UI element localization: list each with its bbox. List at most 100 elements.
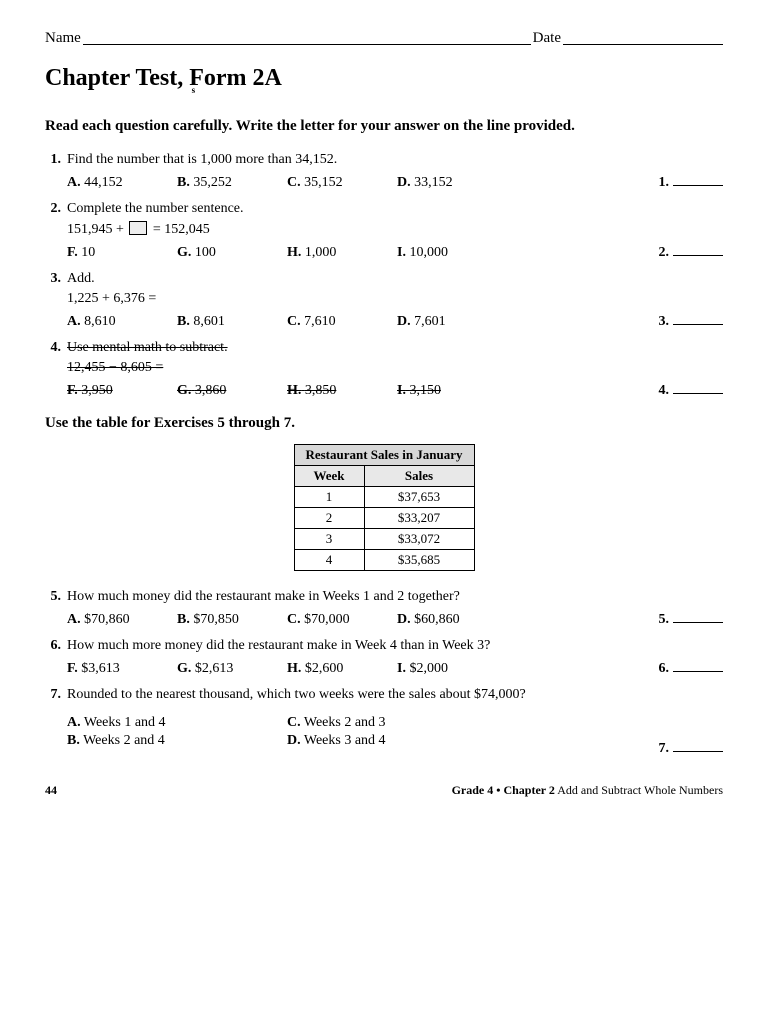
question-1: 1. Find the number that is 1,000 more th…: [45, 152, 723, 168]
q5-options: A. $70,860 B. $70,850 C. $70,000 D. $60,…: [67, 611, 723, 628]
q6-ans-blank[interactable]: [673, 660, 723, 672]
q3-answer-slot: 3.: [659, 313, 724, 330]
q4-answer-slot: 4.: [659, 382, 724, 399]
question-4: 4. Use mental math to subtract.: [45, 340, 723, 356]
q1-number: 1.: [45, 152, 67, 168]
table-row: 4$35,685: [294, 550, 474, 571]
q4-number: 4.: [45, 340, 67, 356]
q5-ans-num: 5.: [659, 612, 670, 628]
page-title: Chapter Test, Form 2A s: [45, 65, 723, 92]
q2-opt-i: I. 10,000: [397, 245, 507, 261]
q4-opt-f: F. 3,950: [67, 383, 177, 399]
q6-opt-f: F. $3,613: [67, 661, 177, 677]
q6-ans-num: 6.: [659, 661, 670, 677]
question-6: 6. How much more money did the restauran…: [45, 638, 723, 654]
q6-number: 6.: [45, 638, 67, 654]
table-row: 3$33,072: [294, 529, 474, 550]
question-5: 5. How much money did the restaurant mak…: [45, 589, 723, 605]
q3-opt-d: D. 7,601: [397, 314, 507, 330]
q4-opt-g: G. 3,860: [177, 383, 287, 399]
q2-text: Complete the number sentence.: [67, 201, 723, 217]
q6-options: F. $3,613 G. $2,613 H. $2,600 I. $2,000 …: [67, 660, 723, 677]
box-icon: [129, 221, 147, 235]
q7-ans-blank[interactable]: [673, 740, 723, 752]
q7-options: A. Weeks 1 and 4 B. Weeks 2 and 4 C. Wee…: [67, 713, 507, 751]
q7-opt-d: D. Weeks 3 and 4: [287, 733, 507, 749]
date-label: Date: [533, 30, 561, 47]
q1-opt-c: C. 35,152: [287, 175, 397, 191]
table-title: Restaurant Sales in January: [294, 445, 474, 466]
q3-text: Add.: [67, 271, 723, 287]
q1-ans-blank[interactable]: [673, 174, 723, 186]
q6-answer-slot: 6.: [659, 660, 724, 677]
q3-ans-blank[interactable]: [673, 313, 723, 325]
q1-opt-b: B. 35,252: [177, 175, 287, 191]
q5-opt-d: D. $60,860: [397, 612, 507, 628]
q7-opt-a: A. Weeks 1 and 4: [67, 715, 287, 731]
date-blank[interactable]: [563, 30, 723, 45]
footer: 44 Grade 4 • Chapter 2 Add and Subtract …: [45, 783, 723, 798]
q4-opt-h: H. 3,850: [287, 383, 397, 399]
q4-options: F. 3,950 G. 3,860 H. 3,850 I. 3,150 4.: [67, 382, 723, 399]
q5-opt-b: B. $70,850: [177, 612, 287, 628]
q3-opt-a: A. 8,610: [67, 314, 177, 330]
q2-options: F. 10 G. 100 H. 1,000 I. 10,000 2.: [67, 244, 723, 261]
col-sales: Sales: [364, 466, 474, 487]
table-wrap: Restaurant Sales in January Week Sales 1…: [45, 444, 723, 571]
q3-expression: 1,225 + 6,376 =: [67, 291, 723, 307]
q1-ans-num: 1.: [659, 175, 670, 191]
name-label: Name: [45, 30, 81, 47]
q5-ans-blank[interactable]: [673, 611, 723, 623]
q2-ans-blank[interactable]: [673, 244, 723, 256]
q1-answer-slot: 1.: [659, 174, 724, 191]
q2-opt-f: F. 10: [67, 245, 177, 261]
q4-ans-blank[interactable]: [673, 382, 723, 394]
chapter-ref: Grade 4 • Chapter 2 Add and Subtract Who…: [452, 783, 723, 798]
sales-table: Restaurant Sales in January Week Sales 1…: [294, 444, 475, 571]
q2-opt-h: H. 1,000: [287, 245, 397, 261]
question-3: 3. Add.: [45, 271, 723, 287]
q2-expression: 151,945 + = 152,045: [67, 221, 723, 238]
instructions: Read each question carefully. Write the …: [45, 116, 723, 136]
q3-opt-c: C. 7,610: [287, 314, 397, 330]
q3-ans-num: 3.: [659, 314, 670, 330]
q7-row: A. Weeks 1 and 4 B. Weeks 2 and 4 C. Wee…: [45, 707, 723, 757]
q1-text: Find the number that is 1,000 more than …: [67, 152, 723, 168]
header-line: Name Date: [45, 30, 723, 47]
worksheet-page: Name Date Chapter Test, Form 2A s Read e…: [0, 0, 768, 818]
q1-options: A. 44,152 B. 35,252 C. 35,152 D. 33,152 …: [67, 174, 723, 191]
q3-number: 3.: [45, 271, 67, 287]
q6-opt-g: G. $2,613: [177, 661, 287, 677]
title-subscript: s: [192, 85, 196, 95]
q7-answer-slot: 7.: [659, 740, 724, 757]
q7-number: 7.: [45, 687, 67, 703]
q4-ans-num: 4.: [659, 383, 670, 399]
q7-ans-num: 7.: [659, 741, 670, 757]
q1-opt-a: A. 44,152: [67, 175, 177, 191]
name-blank[interactable]: [83, 30, 531, 45]
q2-ans-num: 2.: [659, 245, 670, 261]
q6-opt-i: I. $2,000: [397, 661, 507, 677]
q4-expression: 12,455 − 8,605 =: [67, 360, 723, 376]
q3-opt-b: B. 8,601: [177, 314, 287, 330]
q6-opt-h: H. $2,600: [287, 661, 397, 677]
q1-opt-d: D. 33,152: [397, 175, 507, 191]
q6-text: How much more money did the restaurant m…: [67, 638, 723, 654]
q7-opt-b: B. Weeks 2 and 4: [67, 733, 287, 749]
q5-number: 5.: [45, 589, 67, 605]
q2-number: 2.: [45, 201, 67, 217]
q7-opt-c: C. Weeks 2 and 3: [287, 715, 507, 731]
table-row: 1$37,653: [294, 487, 474, 508]
title-text: Chapter Test, Form 2A: [45, 65, 281, 91]
col-week: Week: [294, 466, 364, 487]
q5-opt-a: A. $70,860: [67, 612, 177, 628]
q7-text: Rounded to the nearest thousand, which t…: [67, 687, 723, 703]
q2-answer-slot: 2.: [659, 244, 724, 261]
question-7: 7. Rounded to the nearest thousand, whic…: [45, 687, 723, 703]
q2-opt-g: G. 100: [177, 245, 287, 261]
q5-text: How much money did the restaurant make i…: [67, 589, 723, 605]
question-2: 2. Complete the number sentence.: [45, 201, 723, 217]
q3-options: A. 8,610 B. 8,601 C. 7,610 D. 7,601 3.: [67, 313, 723, 330]
table-note: Use the table for Exercises 5 through 7.: [45, 415, 723, 432]
q4-text: Use mental math to subtract.: [67, 340, 723, 356]
